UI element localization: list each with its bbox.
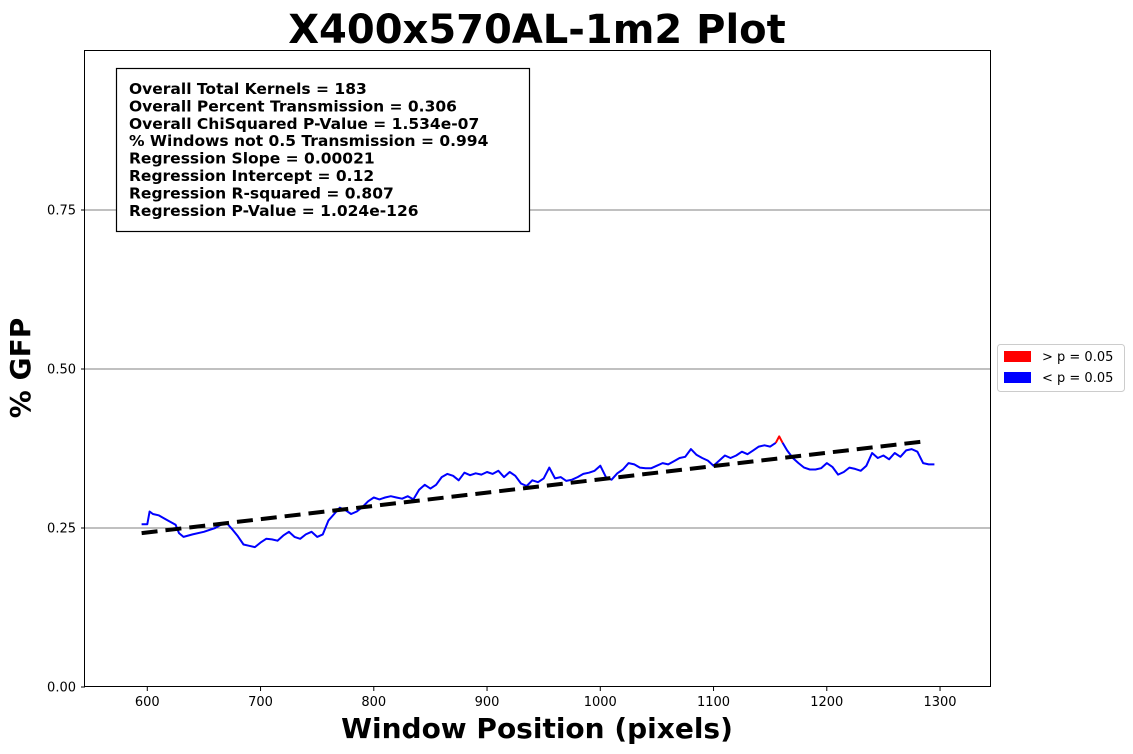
x-tick-label: 700 [248,695,273,710]
stats-line: Regression Slope = 0.00021 [129,150,375,168]
stats-line: Overall Percent Transmission = 0.306 [129,97,457,115]
y-axis-ticks: 0.00 0.25 0.50 0.75 [47,204,85,696]
y-tick-label: 0.75 [47,204,76,219]
stats-line: Regression R-squared = 0.807 [129,184,394,202]
y-axis-label: % GFP [4,318,37,418]
x-axis-label: Window Position (pixels) [341,712,733,745]
y-tick-label: 0.00 [47,681,76,696]
stats-line: Overall Total Kernels = 183 [129,80,367,98]
x-tick-label: 1100 [697,695,730,710]
grid-lines [85,209,991,529]
legend-label: > p = 0.05 [1042,350,1113,365]
x-tick-label: 900 [475,695,500,710]
series-line [141,441,777,549]
data-series [141,435,935,549]
x-axis-ticks: 600 700 800 900 1000 1100 1200 1300 [135,687,957,710]
x-tick-label: 1000 [584,695,617,710]
chart-title: X400x570AL-1m2 Plot [288,7,786,53]
x-tick-label: 1300 [923,695,956,710]
regression-line-group [141,439,924,536]
regression-line [141,439,924,536]
legend-label: < p = 0.05 [1042,371,1113,386]
stats-line: Regression Intercept = 0.12 [129,167,374,185]
stats-line: % Windows not 0.5 Transmission = 0.994 [129,132,489,150]
stats-box [115,67,531,233]
legend-entries: > p = 0.05 < p = 0.05 [1004,350,1113,386]
x-tick-label: 1200 [810,695,843,710]
stats-line: Regression P-Value = 1.024e-126 [129,202,419,220]
series-line [781,442,935,476]
y-tick-label: 0.50 [47,363,76,378]
legend-swatch [1004,372,1031,383]
x-tick-label: 600 [135,695,160,710]
series-line [774,435,784,444]
y-tick-label: 0.25 [47,522,76,537]
legend-swatch [1004,351,1031,362]
x-tick-label: 800 [361,695,386,710]
stats-line: Overall ChiSquared P-Value = 1.534e-07 [129,115,479,133]
legend: > p = 0.05 < p = 0.05 [997,344,1125,392]
